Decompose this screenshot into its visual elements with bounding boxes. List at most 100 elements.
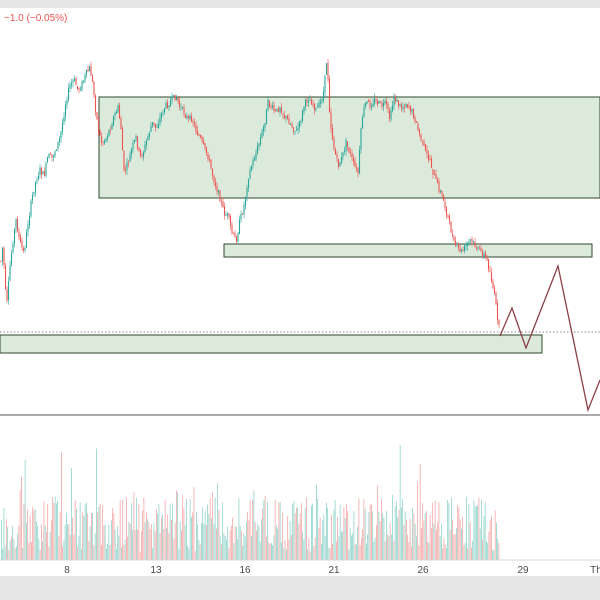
candle-body: [237, 233, 239, 242]
candle-body: [16, 218, 19, 232]
candle-body: [406, 104, 409, 108]
candle-body: [199, 135, 202, 138]
candle-body: [115, 111, 118, 114]
candle-body: [306, 99, 308, 103]
volume-bar: [251, 535, 252, 560]
volume-bar: [211, 518, 212, 560]
volume-bar: [219, 536, 221, 560]
volume-bar: [196, 511, 197, 560]
volume-bar: [316, 485, 317, 560]
candle-body: [276, 108, 278, 111]
candle-body: [424, 144, 427, 151]
candle-body: [417, 123, 419, 131]
candle-body: [474, 241, 476, 247]
x-tick-label: Th: [590, 565, 600, 576]
volume-bar: [328, 547, 330, 560]
volume-bar: [286, 549, 287, 560]
volume-bar: [263, 500, 265, 560]
volume-bar: [322, 520, 324, 560]
candle-body: [426, 149, 428, 154]
candle-body: [214, 182, 217, 187]
volume-bar: [33, 510, 35, 560]
candle-body: [90, 66, 92, 76]
volume-bar: [306, 497, 307, 560]
candle-body: [238, 219, 241, 235]
candle-body: [280, 107, 283, 114]
candle-body: [12, 243, 14, 253]
volume-bar: [192, 512, 194, 560]
candle-body: [91, 75, 94, 82]
candle-body: [148, 132, 151, 137]
volume-bar: [154, 531, 156, 560]
candle-body: [174, 94, 176, 101]
candle-body: [198, 134, 200, 136]
candle-body: [31, 195, 34, 201]
candle-body: [282, 113, 284, 115]
volume-bar: [494, 510, 496, 560]
volume-bar: [101, 544, 102, 560]
candle-body: [375, 99, 377, 101]
x-tick-label: 13: [150, 565, 162, 576]
candle-body: [310, 99, 313, 105]
candle-body: [58, 138, 61, 142]
candle-body: [130, 148, 133, 155]
candle-body: [79, 89, 82, 90]
volume-bar: [207, 504, 209, 560]
volume-bar: [78, 535, 80, 560]
volume-bar: [128, 521, 130, 560]
volume-bar: [344, 518, 346, 560]
volume-bar: [411, 546, 412, 560]
volume-bar: [69, 534, 71, 560]
volume-bar: [422, 503, 424, 560]
candle-body: [184, 114, 187, 118]
candle-body: [270, 106, 272, 108]
volume-bar: [391, 534, 392, 560]
candle-body: [195, 124, 197, 132]
volume-bar: [278, 502, 280, 560]
candle-body: [388, 110, 391, 119]
candle-body: [415, 121, 418, 123]
volume-bar: [383, 517, 385, 560]
volume-bar: [122, 500, 124, 560]
volume-bar: [388, 536, 390, 560]
x-tick-label: 29: [517, 565, 529, 576]
candle-body: [181, 107, 184, 109]
chart-panel[interactable]: 8 13 16 21 26 29 Th −1.0 (−0.05%): [0, 8, 600, 576]
candle-body: [429, 158, 431, 160]
candle-body: [274, 110, 277, 112]
candle-body: [438, 181, 440, 192]
price-chart[interactable]: 8 13 16 21 26 29 Th −1.0 (−0.05%): [0, 8, 600, 576]
volume-bar: [497, 538, 499, 560]
volume-bar: [183, 508, 185, 560]
candle-body: [204, 143, 206, 148]
volume-bar: [347, 511, 349, 560]
volume-bar: [269, 544, 271, 560]
candle-body: [295, 129, 298, 131]
volume-bar: [87, 513, 89, 560]
volume-bar: [382, 513, 384, 560]
candle-body: [42, 171, 44, 175]
volume-bar: [52, 497, 54, 560]
candle-body: [387, 103, 389, 110]
volume-bar: [289, 521, 291, 560]
volume-bar: [371, 504, 372, 560]
candle-body: [463, 245, 466, 252]
volume-bar: [24, 459, 26, 560]
volume-bar: [367, 534, 369, 560]
volume-bar: [254, 522, 256, 560]
candle-body: [453, 236, 455, 241]
volume-bar: [482, 539, 484, 560]
volume-bar: [288, 539, 290, 560]
volume-bar: [399, 445, 401, 560]
volume-bar: [384, 540, 386, 560]
candle-body: [117, 105, 119, 112]
candle-body: [78, 88, 80, 90]
candle-body: [180, 107, 182, 109]
zones-layer: [0, 96, 600, 354]
volume-bar: [373, 541, 375, 560]
volume-bar: [59, 511, 61, 560]
candle-body: [291, 123, 293, 128]
volume-bar: [312, 503, 314, 560]
volume-bar: [168, 532, 170, 560]
volume-bar: [353, 510, 355, 560]
